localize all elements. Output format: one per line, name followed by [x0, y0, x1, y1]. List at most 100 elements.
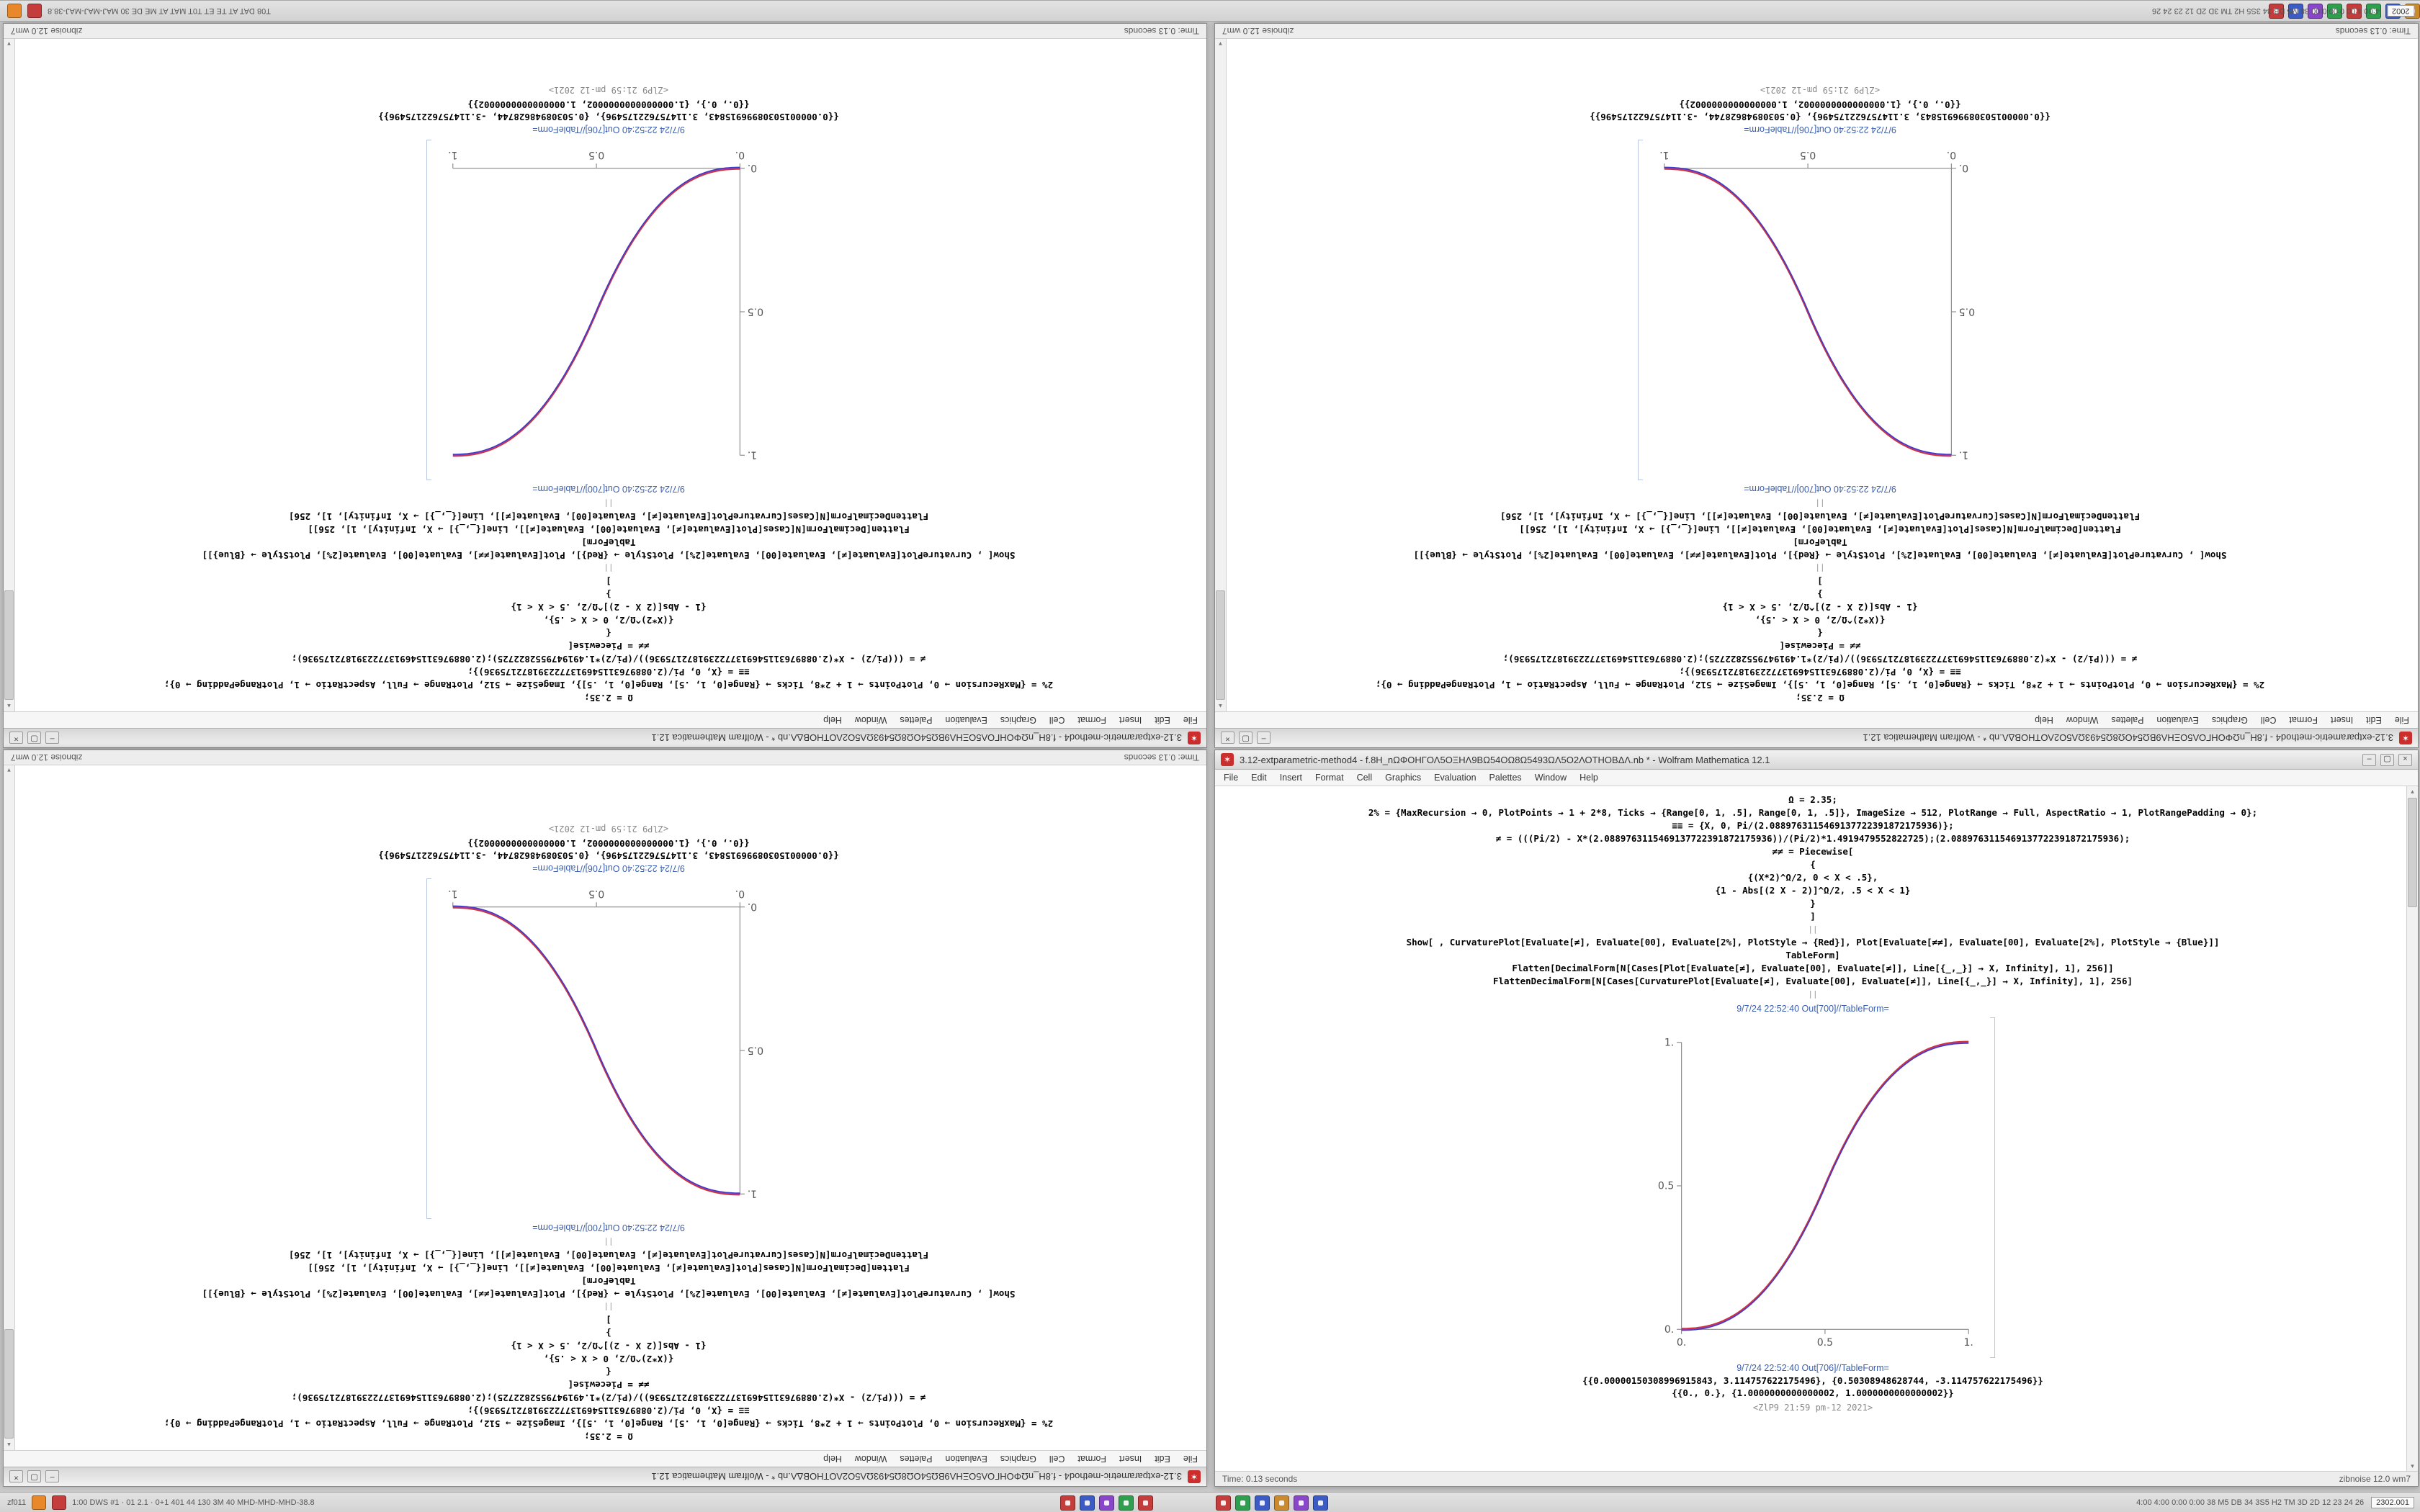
app-icon[interactable]	[52, 1495, 67, 1510]
vertical-scrollbar[interactable]: ▴ ▾	[4, 39, 15, 711]
taskbar-bottom[interactable]: zf011 1:00 DWS #1 · 01 2.1 · 0+1 401 44 …	[0, 1492, 2420, 1512]
tray-icon[interactable]	[1235, 1495, 1250, 1511]
tray-icon[interactable]	[1080, 1495, 1095, 1511]
notebook-canvas[interactable]: Ω = 2.35; 2% = {MaxRecursion → 0, PlotPoi…	[1215, 786, 2418, 1471]
menu-item[interactable]: Edit	[1155, 1454, 1170, 1464]
tray-icon[interactable]	[1274, 1495, 1289, 1511]
menu-item[interactable]: Insert	[2331, 715, 2354, 725]
maximize-button[interactable]: ▢	[2380, 753, 2394, 766]
menu-item[interactable]: Insert	[1119, 1454, 1142, 1464]
menu-item[interactable]: Format	[1077, 715, 1107, 725]
tray-icon[interactable]	[1099, 1495, 1114, 1511]
scroll-up-arrow[interactable]: ▴	[1219, 703, 1222, 710]
input-cell-definitions[interactable]: Ω = 2.35; 2% = {MaxRecursion → 0, PlotPoi…	[1234, 575, 2406, 704]
menu-item[interactable]: Edit	[2366, 715, 2382, 725]
notebook-window-bottom-left[interactable]: ✶ 3.12-extparametric-method4 - f.8H_nΩΦΟ…	[3, 750, 1207, 1487]
input-cell-show[interactable]: Show[ , CurvaturePlot[Evaluate[≠], Evalu…	[22, 510, 1195, 562]
minimize-button[interactable]: –	[45, 732, 59, 744]
menu-item[interactable]: Cell	[1049, 1454, 1065, 1464]
menu-item[interactable]: Evaluation	[1434, 773, 1476, 783]
tray-icon[interactable]	[2327, 4, 2342, 19]
vertical-scrollbar[interactable]: ▴ ▾	[1215, 39, 1227, 711]
tray-icon[interactable]	[1313, 1495, 1328, 1511]
menu-item[interactable]: Cell	[1356, 773, 1373, 783]
tray-icon[interactable]	[1255, 1495, 1270, 1511]
tray-icon[interactable]	[2288, 4, 2303, 19]
notebook-canvas[interactable]: Ω = 2.35; 2% = {MaxRecursion → 0, PlotPoi…	[4, 765, 1206, 1450]
menu-item[interactable]: File	[1224, 773, 1239, 783]
taskbar-top[interactable]: T08 DAT AT TE ET T0T MAT AT ME DE 30 MAJ…	[0, 0, 2420, 22]
menu-item[interactable]: Insert	[1119, 715, 1142, 725]
input-cell-show[interactable]: Show[ , CurvaturePlot[Evaluate[≠], Evalu…	[22, 1248, 1195, 1300]
menu-item[interactable]: Palettes	[1489, 773, 1522, 783]
menu-item[interactable]: Help	[823, 715, 842, 725]
scroll-up-arrow[interactable]: ▴	[7, 1441, 11, 1449]
notebook-window-top-left[interactable]: ✶ 3.12-extparametric-method4 - f.8H_nΩΦΟ…	[3, 23, 1207, 748]
notebook-canvas[interactable]: Ω = 2.35; 2% = {MaxRecursion → 0, PlotPoi…	[4, 39, 1206, 711]
menu-item[interactable]: Graphics	[1000, 715, 1036, 725]
scroll-down-arrow[interactable]: ▾	[7, 767, 11, 774]
input-cell-show[interactable]: Show[ , CurvaturePlot[Evaluate[≠], Evalu…	[1227, 936, 2412, 988]
scroll-down-arrow[interactable]: ▾	[7, 40, 11, 48]
scroll-down-arrow[interactable]: ▾	[1219, 40, 1222, 48]
titlebar[interactable]: ✶ 3.12-extparametric-method4 - f.8H_nΩΦΟ…	[1215, 728, 2418, 747]
scrollbar-thumb[interactable]	[4, 590, 14, 700]
menu-item[interactable]: Format	[1077, 1454, 1107, 1464]
close-button[interactable]: ×	[9, 1470, 23, 1483]
titlebar[interactable]: ✶ 3.12-extparametric-method4 - f.8H_nΩΦΟ…	[1215, 750, 2418, 770]
menu-item[interactable]: File	[1183, 1454, 1198, 1464]
input-cell-show[interactable]: Show[ , CurvaturePlot[Evaluate[≠], Evalu…	[1234, 510, 2406, 562]
menu-item[interactable]: Help	[823, 1454, 842, 1464]
scrollbar-thumb[interactable]	[2408, 798, 2417, 907]
menu-item[interactable]: Window	[1534, 773, 1567, 783]
tray-icon[interactable]	[2269, 4, 2284, 19]
maximize-button[interactable]: ▢	[27, 1470, 41, 1483]
menu-item[interactable]: Palettes	[2111, 715, 2144, 725]
menu-item[interactable]: Help	[2035, 715, 2053, 725]
menu-item[interactable]: Edit	[1251, 773, 1267, 783]
menu-item[interactable]: Palettes	[900, 1454, 933, 1464]
app-icon[interactable]	[27, 4, 42, 18]
menu-item[interactable]: Window	[854, 1454, 887, 1464]
minimize-button[interactable]: –	[1257, 732, 1270, 744]
menu-item[interactable]: Cell	[1049, 715, 1065, 725]
input-cell-definitions[interactable]: Ω = 2.35; 2% = {MaxRecursion → 0, PlotPoi…	[22, 1313, 1195, 1443]
tray-icon[interactable]	[1294, 1495, 1309, 1511]
notebook-canvas[interactable]: Ω = 2.35; 2% = {MaxRecursion → 0, PlotPoi…	[1215, 39, 2418, 711]
scroll-up-arrow[interactable]: ▴	[2411, 788, 2414, 795]
vertical-scrollbar[interactable]: ▴ ▾	[4, 765, 15, 1450]
maximize-button[interactable]: ▢	[27, 732, 41, 744]
menu-item[interactable]: Graphics	[1385, 773, 1422, 783]
scroll-up-arrow[interactable]: ▴	[7, 703, 11, 710]
tray-icon[interactable]	[1119, 1495, 1134, 1511]
app-launcher-icon[interactable]	[32, 1495, 47, 1510]
menu-item[interactable]: Graphics	[2211, 715, 2248, 725]
menu-item[interactable]: Format	[2289, 715, 2318, 725]
tray-icon[interactable]	[1216, 1495, 1231, 1511]
minimize-button[interactable]: –	[45, 1470, 59, 1483]
menu-item[interactable]: Cell	[2260, 715, 2277, 725]
tray-icon[interactable]	[1060, 1495, 1075, 1511]
close-button[interactable]: ×	[2398, 753, 2412, 766]
notebook-window-bottom-right[interactable]: ✶ 3.12-extparametric-method4 - f.8H_nΩΦΟ…	[1214, 750, 2419, 1487]
menu-item[interactable]: Palettes	[900, 715, 933, 725]
scrollbar-thumb[interactable]	[4, 1329, 14, 1439]
tray-icon[interactable]	[2366, 4, 2381, 19]
minimize-button[interactable]: –	[2362, 753, 2376, 766]
input-cell-definitions[interactable]: Ω = 2.35; 2% = {MaxRecursion → 0, PlotPoi…	[22, 575, 1195, 704]
input-cell-definitions[interactable]: Ω = 2.35; 2% = {MaxRecursion → 0, PlotPoi…	[1227, 793, 2412, 923]
menu-item[interactable]: File	[2394, 715, 2409, 725]
tray-icon[interactable]	[2347, 4, 2362, 19]
scrollbar-thumb[interactable]	[1216, 590, 1225, 700]
menu-item[interactable]: Graphics	[1000, 1454, 1036, 1464]
scroll-down-arrow[interactable]: ▾	[2411, 1462, 2414, 1470]
menu-item[interactable]: Evaluation	[945, 715, 987, 725]
close-button[interactable]: ×	[9, 732, 23, 744]
menu-item[interactable]: Evaluation	[2156, 715, 2199, 725]
tray-icon[interactable]	[1138, 1495, 1153, 1511]
menu-item[interactable]: Evaluation	[945, 1454, 987, 1464]
menu-item[interactable]: Format	[1314, 773, 1344, 783]
tray-icon[interactable]	[2308, 4, 2323, 19]
menu-item[interactable]: File	[1183, 715, 1198, 725]
menu-item[interactable]: Edit	[1155, 715, 1170, 725]
